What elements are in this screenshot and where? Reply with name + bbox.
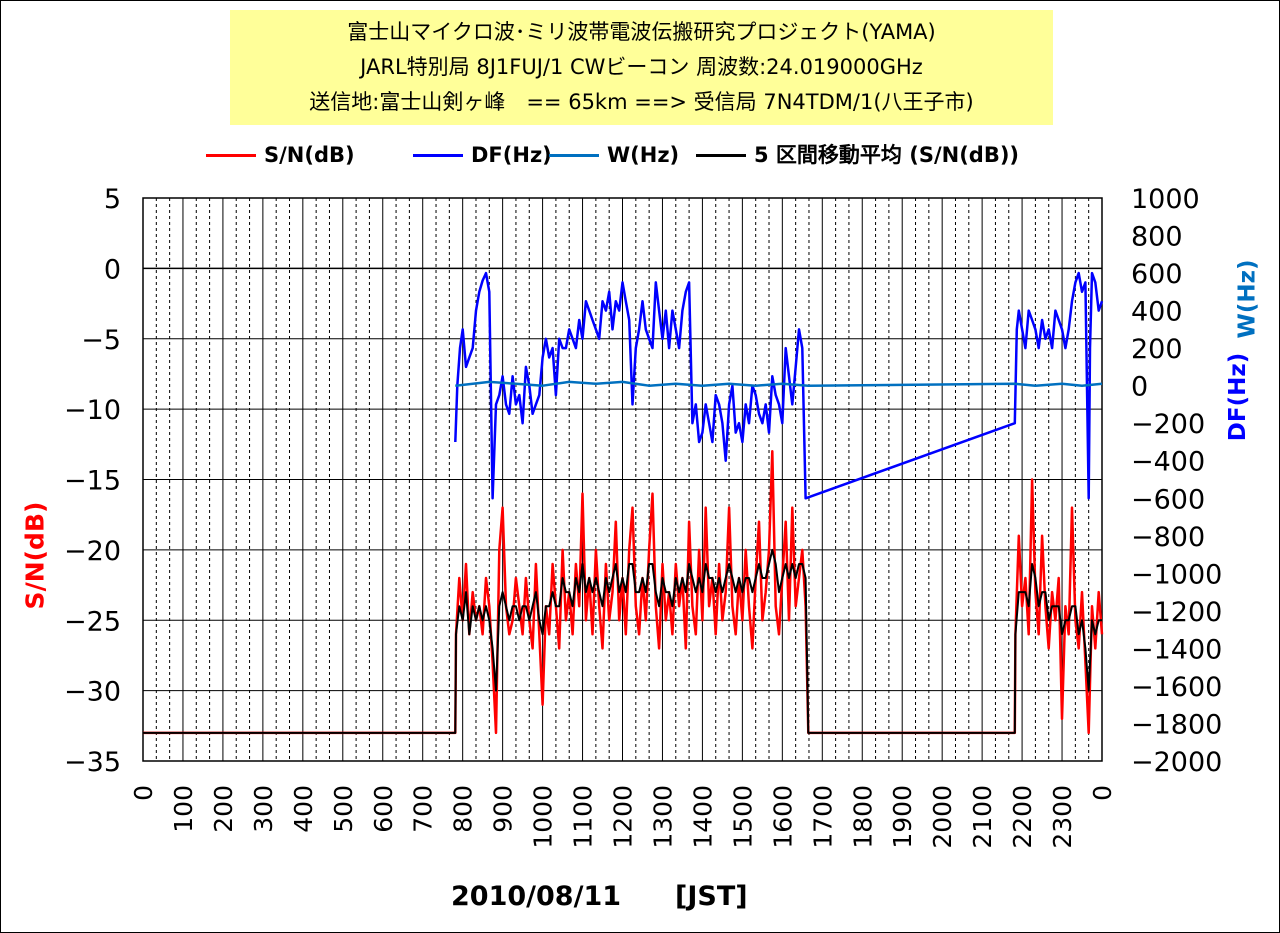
x-tick-label: 1000 [529, 785, 558, 849]
y-left-tick-label: −15 [64, 466, 121, 497]
chart-title-box: 富士山マイクロ波･ミリ波帯電波伝搬研究プロジェクト(YAMA) JARL特別局 … [230, 10, 1053, 125]
y-right-tick-label: −1800 [1131, 709, 1222, 740]
x-tick-label: 1100 [569, 785, 598, 849]
y-right-tick-label: 1000 [1131, 184, 1200, 215]
plot-border [142, 197, 1103, 762]
y-axis-right-label-df: DF(Hz) [1225, 352, 1252, 442]
y-right-tick-label: −2000 [1131, 747, 1222, 778]
x-tick-label: 2200 [1008, 785, 1037, 849]
y-right-tick-label: 200 [1131, 334, 1183, 365]
y-right-tick-label: −200 [1131, 409, 1205, 440]
chart-title-line-3: 送信地:富士山剣ヶ峰 == 65km ==> 受信局 7N4TDM/1(八王子市… [309, 90, 974, 114]
legend-label-w: W(Hz) [607, 143, 680, 167]
legend-label-snr: S/N(dB) [264, 143, 355, 167]
series-line-1 [454, 271, 1104, 500]
y-axis-left-label: S/N(dB) [20, 501, 50, 610]
y-right-tick-label: 0 [1131, 372, 1148, 403]
y-right-tick-label: 400 [1131, 297, 1183, 328]
chart-title-line-2: JARL特別局 8J1FUJ/1 CWビーコン 周波数:24.019000GHz [360, 55, 923, 79]
x-tick-label: 700 [409, 785, 438, 833]
x-tick-label: 500 [329, 785, 358, 833]
series-line-3 [143, 548, 1102, 734]
x-tick-label: 600 [369, 785, 398, 833]
chart-title-line-1: 富士山マイクロ波･ミリ波帯電波伝搬研究プロジェクト(YAMA) [347, 20, 936, 44]
y-right-tick-label: −800 [1131, 522, 1205, 553]
x-tick-label: 300 [249, 785, 278, 833]
y-right-tick-label: −600 [1131, 484, 1205, 515]
x-tick-label: 1800 [848, 785, 877, 849]
y-left-tick-label: 5 [104, 184, 121, 215]
x-tick-label: 900 [489, 785, 518, 833]
chart-legend: S/N(dB) DF(Hz) W(Hz) 5 区間移動平均 (S/N(dB)) [206, 139, 1106, 171]
x-tick-label: 200 [209, 785, 238, 833]
y-axis-right-label-w: W(Hz) [1234, 259, 1261, 339]
y-left-tick-label: −25 [64, 606, 121, 637]
y-left-tick-label: −20 [64, 536, 121, 567]
x-tick-label: 400 [289, 785, 318, 833]
legend-swatch-w [549, 154, 599, 157]
x-tick-label: 2100 [968, 785, 997, 849]
legend-label-moving-average: 5 区間移動平均 (S/N(dB)) [754, 143, 1020, 167]
y-left-tick-label: −30 [64, 677, 121, 708]
y-right-tick-label: −1000 [1131, 559, 1222, 590]
x-tick-label: 1700 [808, 785, 837, 849]
y-right-tick-label: −1600 [1131, 672, 1222, 703]
y-right-tick-label: −400 [1131, 447, 1205, 478]
y-right-tick-label: −1200 [1131, 597, 1222, 628]
legend-swatch-moving-average [696, 154, 746, 157]
x-tick-label: 1300 [649, 785, 678, 849]
x-tick-label: 1600 [768, 785, 797, 849]
x-tick-label: 100 [169, 785, 198, 833]
x-tick-label: 800 [449, 785, 478, 833]
x-tick-label: 0 [1088, 785, 1117, 801]
x-tick-label: 1900 [888, 785, 917, 849]
y-right-tick-label: 600 [1131, 259, 1183, 290]
x-tick-label: 1200 [609, 785, 638, 849]
x-tick-label: 2300 [1048, 785, 1077, 849]
y-left-tick-label: −5 [81, 325, 121, 356]
y-left-tick-label: 0 [104, 254, 121, 285]
legend-label-df: DF(Hz) [471, 143, 552, 167]
legend-swatch-df [413, 154, 463, 157]
y-left-tick-label: −10 [64, 395, 121, 426]
series-line-2 [455, 380, 1103, 387]
x-tick-label: 1500 [728, 785, 757, 849]
legend-swatch-snr [206, 154, 256, 157]
x-tick-label: 2000 [928, 785, 957, 849]
x-tick-label: 0 [129, 785, 158, 801]
y-right-tick-label: −1400 [1131, 634, 1222, 665]
x-axis-label: 2010/08/11 [JST] [451, 881, 748, 912]
y-right-tick-label: 800 [1131, 222, 1183, 253]
y-left-tick-label: −35 [64, 747, 121, 778]
x-tick-label: 1400 [688, 785, 717, 849]
